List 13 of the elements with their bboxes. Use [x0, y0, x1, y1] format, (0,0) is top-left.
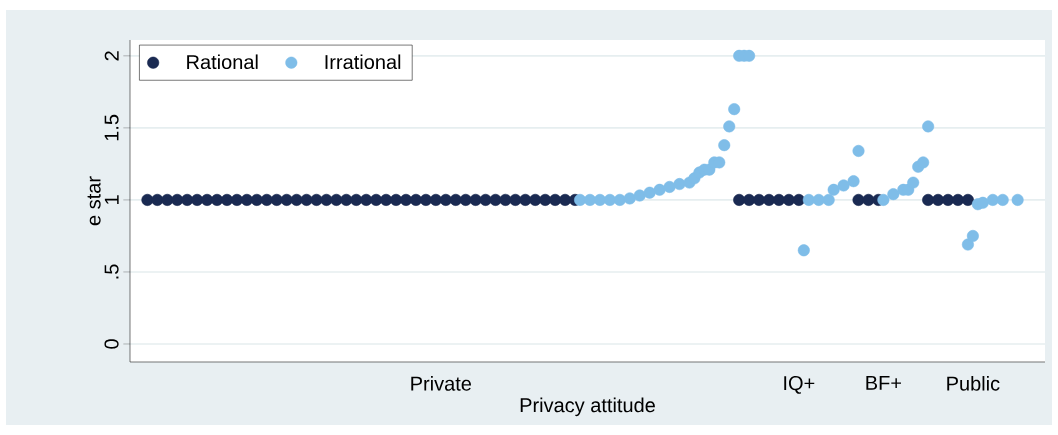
y-tick-label: 1.5: [104, 114, 119, 141]
x-tick-label: IQ+: [784, 376, 815, 394]
y-tick-label: 2: [104, 51, 119, 61]
legend-label: Irrational: [325, 54, 401, 70]
x-tick-label: Public: [947, 376, 1000, 391]
legend-label: Rational: [187, 54, 258, 70]
x-tick-label: BF+: [866, 376, 901, 390]
x-axis-title: Privacy attitude: [520, 397, 655, 417]
y-tick-label: .5: [104, 264, 119, 279]
y-tick-label: 1: [104, 195, 119, 204]
y-axis-title: e star: [87, 176, 101, 226]
y-tick-label: 0: [104, 339, 119, 349]
x-tick-label: Private: [411, 376, 472, 391]
